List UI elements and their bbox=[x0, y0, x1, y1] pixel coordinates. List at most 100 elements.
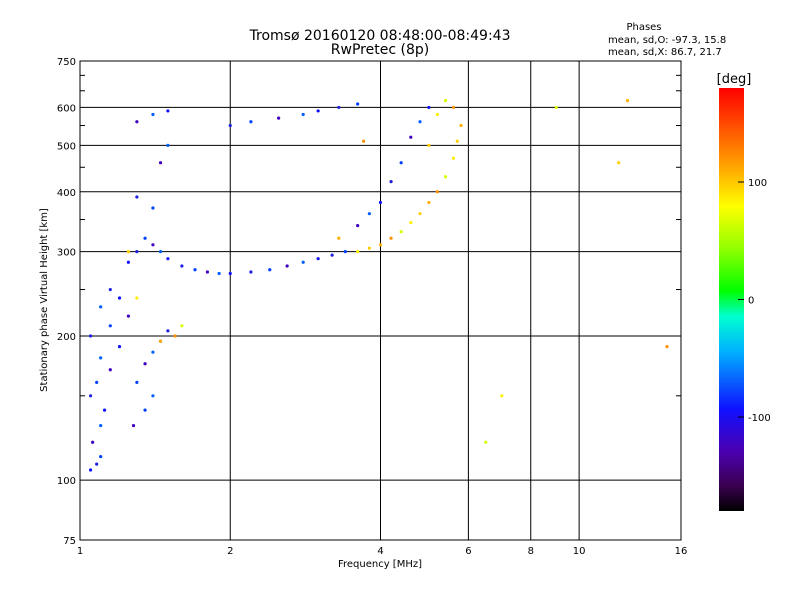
data-point-O bbox=[356, 102, 360, 106]
data-point-O bbox=[99, 454, 103, 459]
y-tick-label: 200 bbox=[57, 332, 76, 343]
data-point-O bbox=[143, 236, 147, 240]
data-point-O bbox=[151, 350, 155, 354]
data-point-O bbox=[135, 380, 139, 384]
data-point-O bbox=[117, 296, 122, 300]
x-tick-labels: 1 2 4 6 8 10 16 bbox=[77, 546, 688, 557]
data-point-O bbox=[378, 200, 383, 205]
data-point-X bbox=[126, 250, 130, 254]
data-point-O bbox=[409, 135, 413, 139]
x-tick-label: 16 bbox=[675, 546, 688, 557]
data-point-O bbox=[343, 250, 347, 254]
data-point-O bbox=[158, 161, 163, 165]
phase-info-o: mean, sd,O: -97.3, 15.8 bbox=[608, 35, 726, 46]
data-point-O bbox=[166, 329, 170, 333]
data-point-O bbox=[268, 268, 272, 272]
data-point-O bbox=[249, 120, 253, 124]
x-tick-label: 2 bbox=[227, 546, 233, 557]
data-point-O bbox=[180, 264, 184, 268]
data-point-O bbox=[330, 253, 334, 257]
colorbar-tick-label: 100 bbox=[748, 178, 767, 189]
data-point-X bbox=[435, 112, 439, 117]
data-point-X bbox=[435, 190, 439, 194]
data-point-O bbox=[301, 260, 305, 264]
y-tick-label: 600 bbox=[57, 103, 76, 114]
data-point-O bbox=[316, 109, 320, 113]
data-point-O bbox=[99, 423, 103, 428]
phase-info-title: Phases bbox=[626, 22, 661, 33]
x-tick-label: 4 bbox=[377, 546, 383, 557]
colorbar-tick-label: 0 bbox=[748, 296, 754, 307]
data-point-X bbox=[180, 324, 184, 328]
data-point-O bbox=[166, 143, 170, 147]
x-tick-label: 8 bbox=[528, 546, 534, 557]
data-point-O bbox=[143, 408, 147, 412]
chart-subtitle: RwPretec (8p) bbox=[331, 42, 429, 58]
data-points bbox=[88, 98, 669, 472]
chart-title: Tromsø 20160120 08:48:00-08:49:43 bbox=[249, 28, 511, 44]
data-point-O bbox=[99, 356, 103, 360]
data-point-O bbox=[418, 120, 422, 124]
data-point-X bbox=[459, 123, 463, 128]
data-point-X bbox=[418, 212, 422, 216]
data-point-O bbox=[301, 112, 305, 117]
y-tick-label: 100 bbox=[57, 476, 76, 487]
data-point-X bbox=[554, 105, 558, 110]
x-tick-label: 10 bbox=[573, 546, 586, 557]
data-point-X bbox=[427, 200, 431, 205]
data-point-O bbox=[228, 123, 232, 128]
data-point-X bbox=[484, 440, 488, 444]
data-point-X bbox=[367, 246, 371, 250]
data-point-X bbox=[617, 161, 621, 165]
data-point-O bbox=[88, 334, 93, 338]
phase-info-x: mean, sd,X: 86.7, 21.7 bbox=[608, 47, 722, 58]
x-tick-label: 1 bbox=[77, 546, 83, 557]
data-point-X bbox=[409, 220, 413, 225]
data-point-O bbox=[126, 314, 130, 318]
data-point-O bbox=[99, 305, 103, 309]
y-axis-label: Stationary phase Virtual Height [km] bbox=[39, 208, 50, 392]
data-point-O bbox=[95, 380, 99, 384]
data-point-O bbox=[91, 440, 95, 444]
data-point-O bbox=[193, 268, 197, 272]
data-point-O bbox=[367, 212, 371, 216]
x-tick-label: 6 bbox=[465, 546, 471, 557]
colorbar-ticks: 100 0 -100 bbox=[738, 178, 771, 424]
data-point-O bbox=[151, 112, 155, 117]
y-tick-label: 75 bbox=[63, 536, 76, 547]
data-point-X bbox=[451, 105, 456, 110]
data-point-O bbox=[88, 394, 93, 398]
data-point-O bbox=[228, 271, 232, 276]
data-point-O bbox=[95, 462, 99, 466]
colorbar-tick-label: -100 bbox=[748, 413, 771, 424]
data-point-O bbox=[158, 250, 163, 254]
data-point-O bbox=[205, 270, 210, 274]
data-point-X bbox=[337, 236, 341, 240]
data-point-O bbox=[126, 260, 130, 264]
data-point-X bbox=[443, 98, 448, 103]
data-point-O bbox=[108, 324, 112, 328]
data-point-X bbox=[451, 156, 456, 160]
data-point-X bbox=[399, 230, 403, 234]
data-point-O bbox=[389, 180, 393, 184]
data-point-O bbox=[166, 109, 170, 113]
data-point-O bbox=[356, 223, 360, 228]
data-point-O bbox=[285, 264, 289, 268]
data-point-O bbox=[135, 120, 139, 124]
data-point-O bbox=[427, 105, 431, 110]
data-point-O bbox=[135, 250, 139, 254]
data-point-O bbox=[217, 271, 221, 276]
data-point-O bbox=[102, 408, 107, 412]
data-point-X bbox=[455, 139, 459, 143]
data-point-X bbox=[362, 139, 366, 143]
data-point-O bbox=[117, 345, 122, 349]
y-tick-label: 500 bbox=[57, 141, 76, 152]
data-point-X bbox=[625, 98, 630, 103]
data-point-O bbox=[151, 243, 155, 247]
data-point-O bbox=[108, 287, 112, 292]
y-tick-labels: 75 100 200 300 400 500 600 750 bbox=[57, 57, 76, 547]
data-point-X bbox=[443, 175, 448, 179]
data-point-O bbox=[277, 116, 281, 120]
grid-lines bbox=[79, 61, 682, 540]
